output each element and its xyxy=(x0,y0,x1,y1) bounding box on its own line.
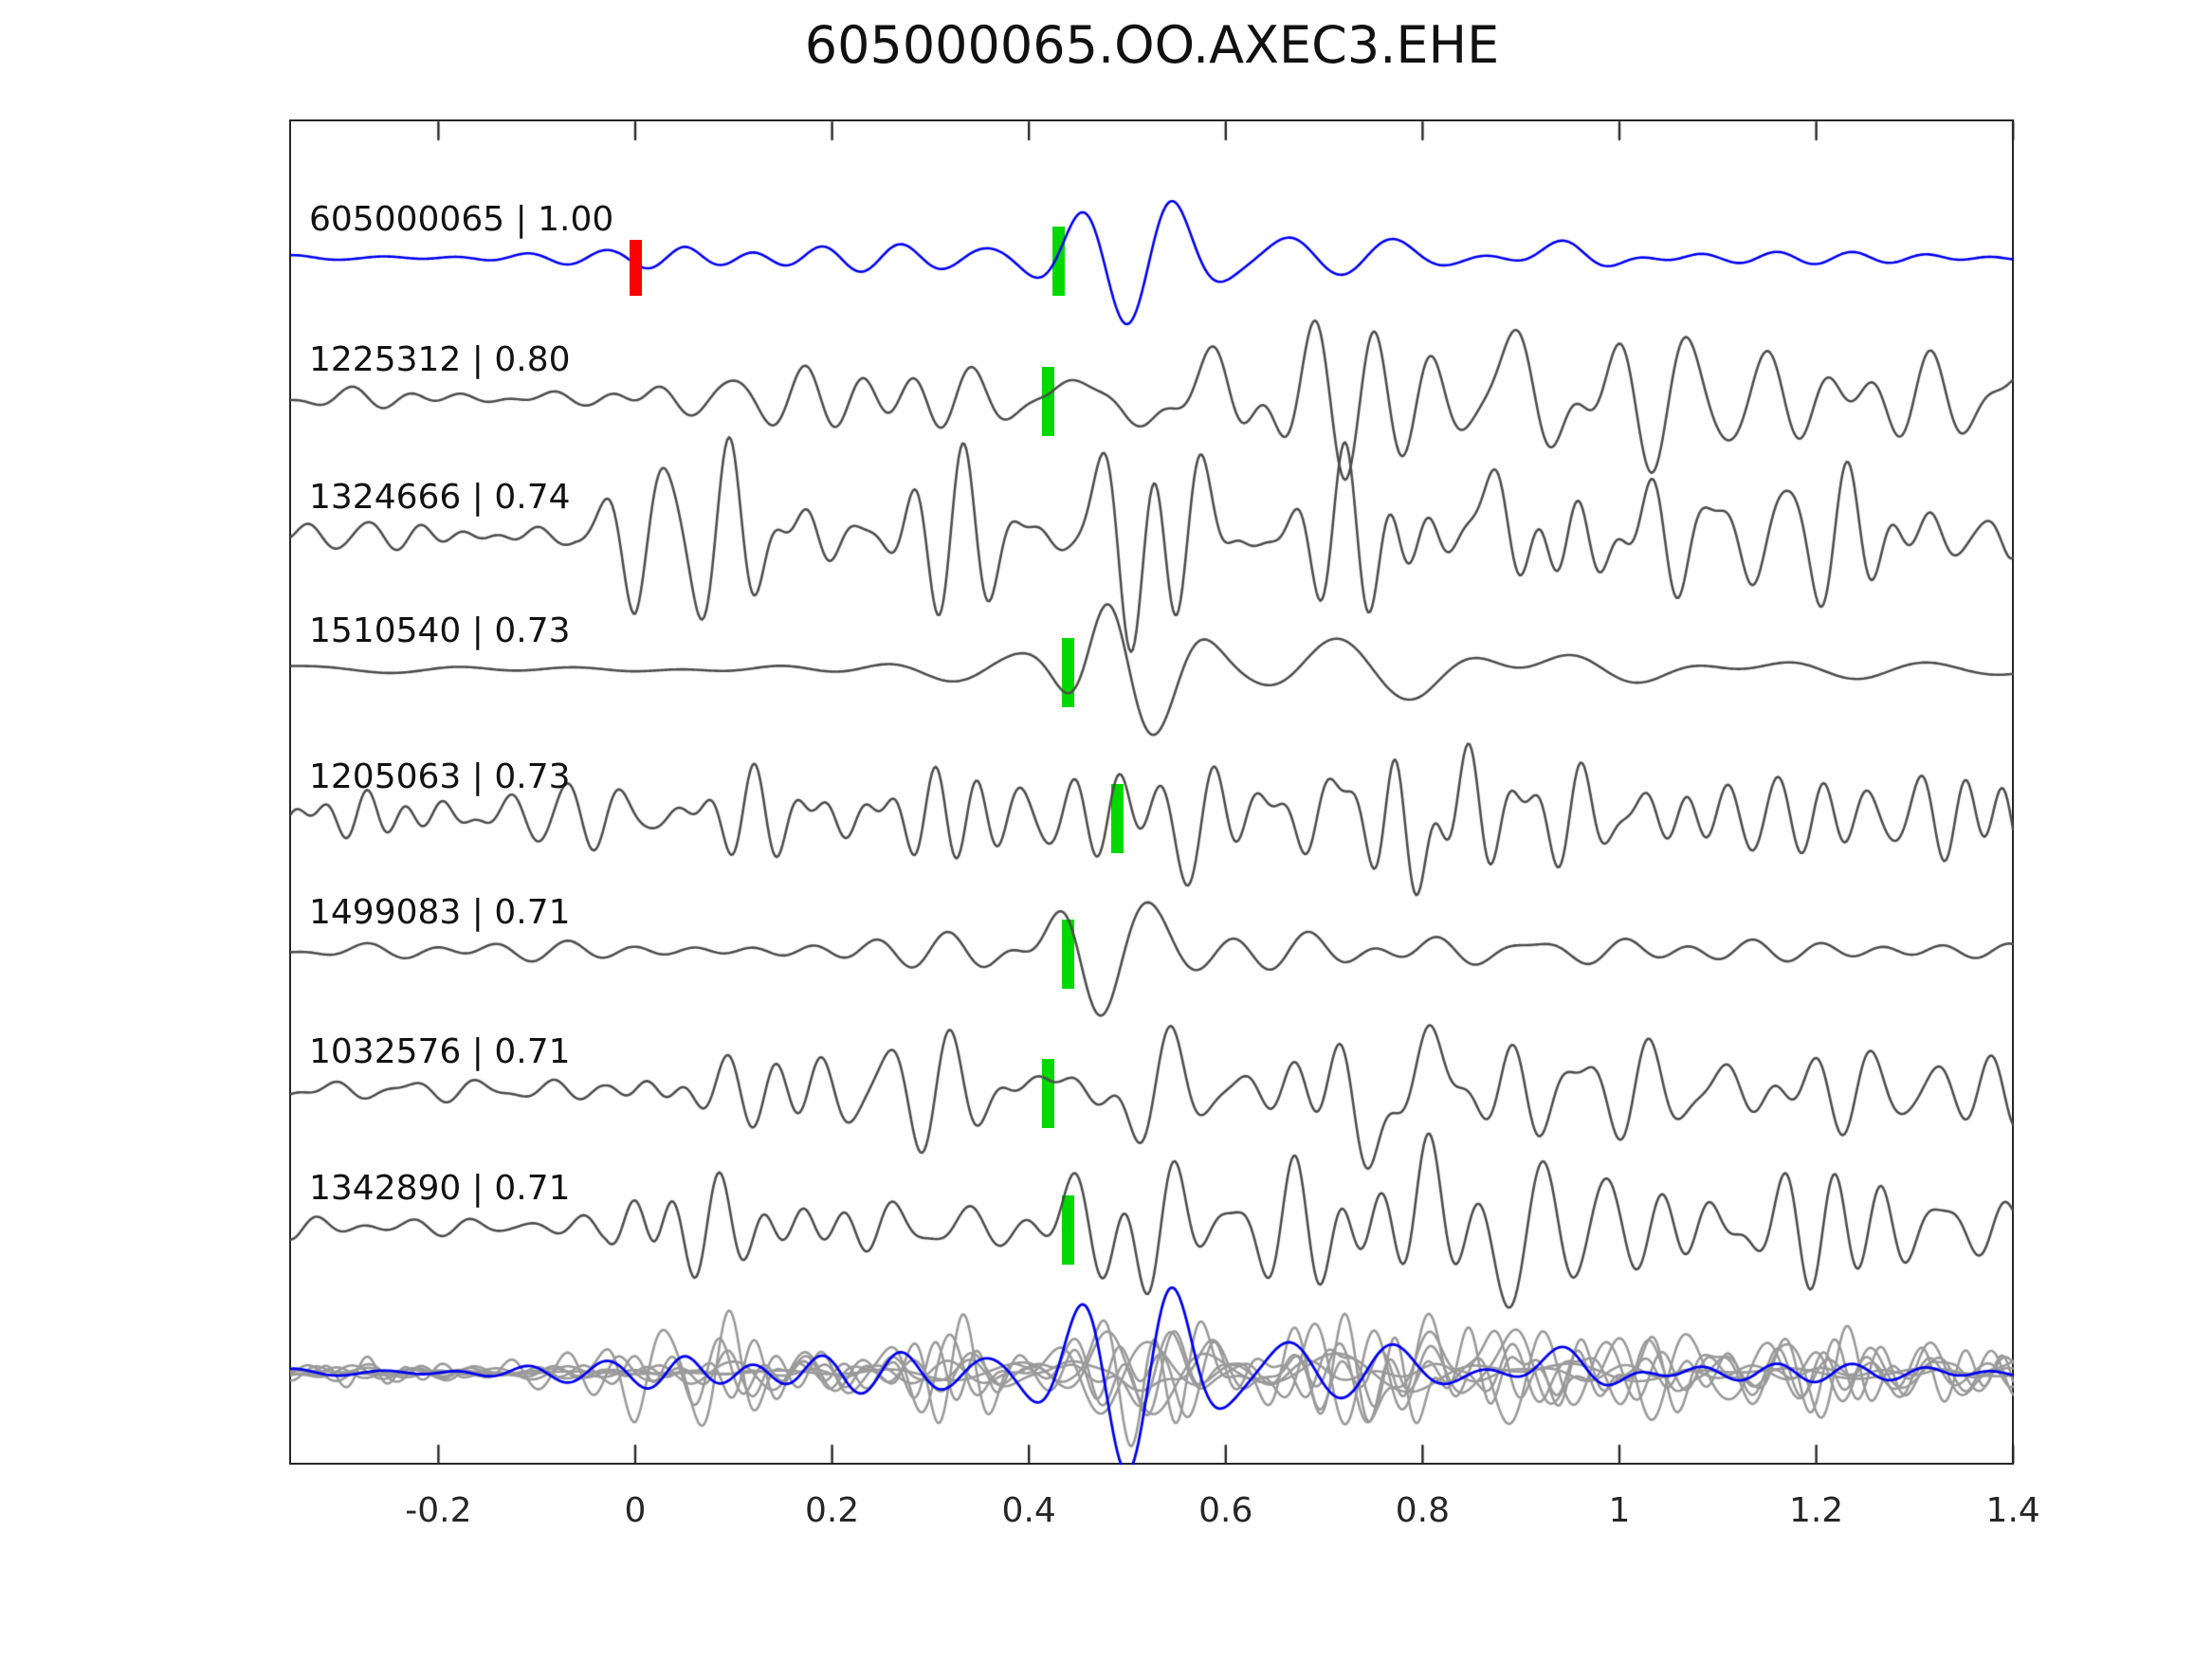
x-tick-label-1: 1 xyxy=(1608,1491,1631,1530)
x-tick-label-1.2: 1.2 xyxy=(1788,1491,1844,1530)
trace-label-1499083: 1499083 | 0.71 xyxy=(309,893,571,932)
trace-label-1205063: 1205063 | 0.73 xyxy=(309,757,571,796)
trace-label-1225312: 1225312 | 0.80 xyxy=(309,340,571,379)
x-tick-label-0: 0 xyxy=(624,1491,647,1530)
x-tick-label--0.2: -0.2 xyxy=(405,1491,472,1530)
x-tick-label-0.8: 0.8 xyxy=(1395,1491,1451,1530)
trace-label-1324666: 1324666 | 0.74 xyxy=(309,478,571,517)
x-tick-label-0.2: 0.2 xyxy=(804,1491,860,1530)
trace-label-1342890: 1342890 | 0.71 xyxy=(309,1169,571,1208)
trace-label-1510540: 1510540 | 0.73 xyxy=(309,611,571,650)
origin-marker-605000065 xyxy=(629,240,642,296)
trace-label-605000065: 605000065 | 1.00 xyxy=(309,200,614,239)
trace-label-1032576: 1032576 | 0.71 xyxy=(309,1032,571,1071)
x-tick-label-1.4: 1.4 xyxy=(1985,1491,2040,1530)
x-tick-label-0.6: 0.6 xyxy=(1198,1491,1253,1530)
x-tick-label-0.4: 0.4 xyxy=(1001,1491,1056,1530)
